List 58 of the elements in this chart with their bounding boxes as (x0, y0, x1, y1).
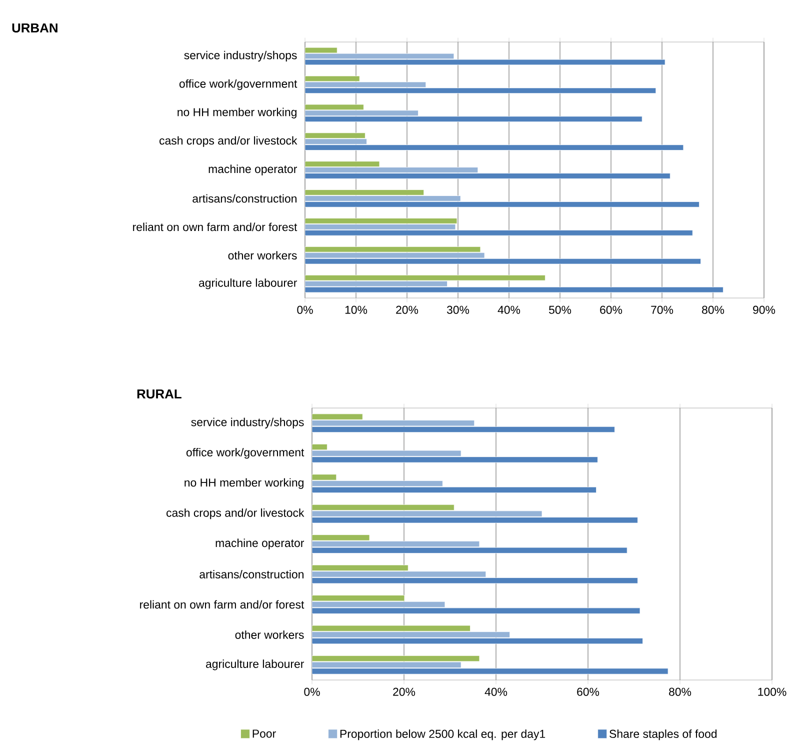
bar (305, 138, 367, 144)
y-tick-label: reliant on own farm and/or forest (133, 222, 298, 232)
bar (305, 218, 458, 224)
bar (305, 132, 366, 138)
y-tick-label: other workers (228, 251, 297, 260)
y-tick-label: cash crops and/or livestock (160, 136, 298, 147)
bar (305, 224, 456, 230)
bar (312, 474, 337, 480)
x-tick-label: 20% (396, 306, 418, 314)
x-tick-label: 40% (484, 688, 508, 696)
bar (312, 608, 640, 614)
y-tick-label: reliant on own farm and/or forest (140, 600, 304, 609)
y-tick-label: artisans/construction (192, 194, 296, 203)
legend-label: Poor (252, 730, 276, 738)
bar (305, 144, 684, 150)
y-tick-label: cash crops and/or livestock (166, 508, 304, 520)
y-tick-label: office work/government (179, 79, 298, 90)
bar (305, 190, 424, 196)
y-tick-label: service industry/shops (191, 418, 304, 428)
legend-label: Share staples of food (610, 730, 717, 740)
x-tick-label: 60% (600, 306, 622, 314)
bar (305, 173, 670, 179)
y-tick-label: no HH member working (184, 478, 304, 489)
y-tick-label: service industry/shops (184, 50, 297, 62)
bar (305, 167, 478, 173)
y-tick-label: other workers (235, 630, 304, 639)
x-tick-label: 20% (393, 688, 416, 696)
x-tick-label: 70% (651, 306, 674, 314)
bar (305, 116, 642, 122)
bar (312, 510, 542, 517)
y-tick-label: machine operator (208, 164, 298, 176)
bar (312, 414, 363, 420)
bar (305, 161, 380, 167)
bar (312, 668, 668, 674)
x-tick-label: 80% (669, 688, 692, 696)
legend-label: Proportion below 2500 kcal eq. per day1 (340, 730, 546, 740)
bar (305, 110, 418, 116)
text: RURAL (137, 389, 182, 399)
x-tick-label: 90% (753, 306, 776, 314)
y-tick-label: agriculture labourer (206, 660, 304, 670)
x-tick-label: 30% (446, 306, 470, 314)
y-tick-label: office work/government (186, 448, 304, 459)
x-tick-label: 40% (498, 306, 520, 314)
bar (305, 196, 461, 202)
bar (312, 571, 486, 578)
x-tick-label: 80% (702, 306, 724, 314)
y-tick-label: artisans/construction (200, 570, 304, 578)
y-tick-label: machine operator (216, 538, 304, 550)
x-tick-label: 100% (758, 688, 786, 696)
text: URBAN (12, 23, 58, 32)
y-tick-label: no HH member working (178, 108, 296, 118)
y-tick-label: agriculture labourer (199, 278, 298, 290)
bar (305, 202, 700, 208)
x-tick-label: 60% (577, 688, 600, 696)
x-tick-label: 50% (548, 306, 572, 314)
x-tick-label: 10% (345, 306, 368, 314)
x-tick-label: 0% (304, 688, 320, 696)
x-tick-label: 0% (297, 306, 313, 314)
